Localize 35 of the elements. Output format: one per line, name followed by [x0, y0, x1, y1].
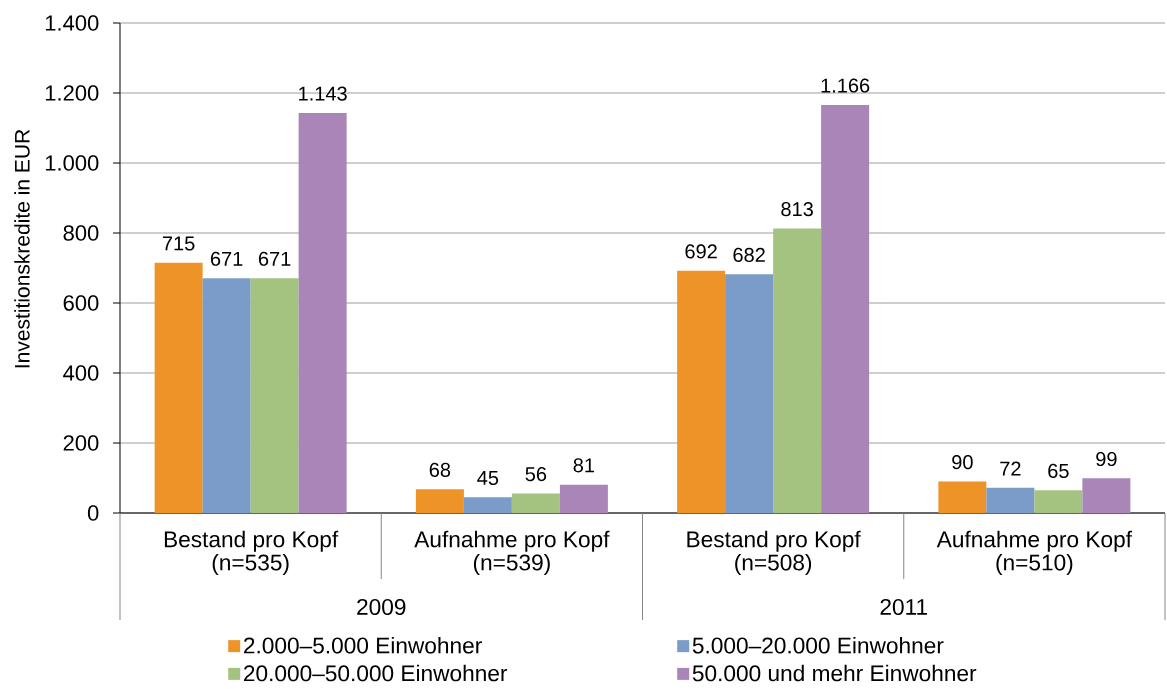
- y-axis-title: Investitionskredite in EUR: [14, 129, 30, 368]
- x-tick-label: Aufnahme pro Kopf (n=510): [936, 530, 1133, 576]
- legend-label: 5.000–20.000 Einwohner: [692, 636, 944, 654]
- data-label: 68: [429, 462, 451, 477]
- y-tick-label: 0: [87, 505, 99, 521]
- data-label: 45: [477, 471, 499, 485]
- x-tick-label: Bestand pro Kopf (n=535): [164, 530, 339, 576]
- y-tick-label: 600: [63, 295, 99, 311]
- y-tick-label: 800: [63, 225, 99, 241]
- data-label: 65: [1048, 463, 1069, 478]
- data-label: 682: [733, 247, 765, 263]
- text: 2011: [880, 598, 928, 616]
- data-label: 56: [525, 466, 547, 482]
- data-label: 671: [258, 251, 291, 266]
- data-label: 1.143: [299, 86, 347, 101]
- data-label: 1.166: [821, 78, 870, 93]
- text: 2009: [357, 598, 406, 616]
- data-label: 99: [1096, 451, 1117, 467]
- data-label: 72: [1000, 461, 1021, 476]
- x-tick-label: Aufnahme pro Kopf (n=539): [414, 530, 610, 576]
- legend-label: 20.000–50.000 Einwohner: [244, 664, 508, 682]
- legend-label: 2.000–5.000 Einwohner: [244, 636, 482, 654]
- y-tick-label: 400: [63, 365, 99, 381]
- data-label: 715: [162, 236, 195, 251]
- y-tick-label: 200: [63, 435, 99, 451]
- y-tick-label: 1.400: [45, 15, 99, 31]
- data-label: 81: [573, 458, 595, 473]
- data-label: 671: [210, 251, 243, 266]
- data-label: 813: [781, 202, 813, 217]
- x-tick-label: Bestand pro Kopf (n=508): [687, 530, 861, 576]
- data-label: 90: [952, 455, 973, 470]
- data-label: 692: [685, 244, 717, 259]
- y-tick-label: 1.200: [45, 85, 99, 101]
- y-tick-label: 1.000: [45, 155, 99, 171]
- legend-label: 50.000 und mehr Einwohner: [692, 664, 977, 682]
